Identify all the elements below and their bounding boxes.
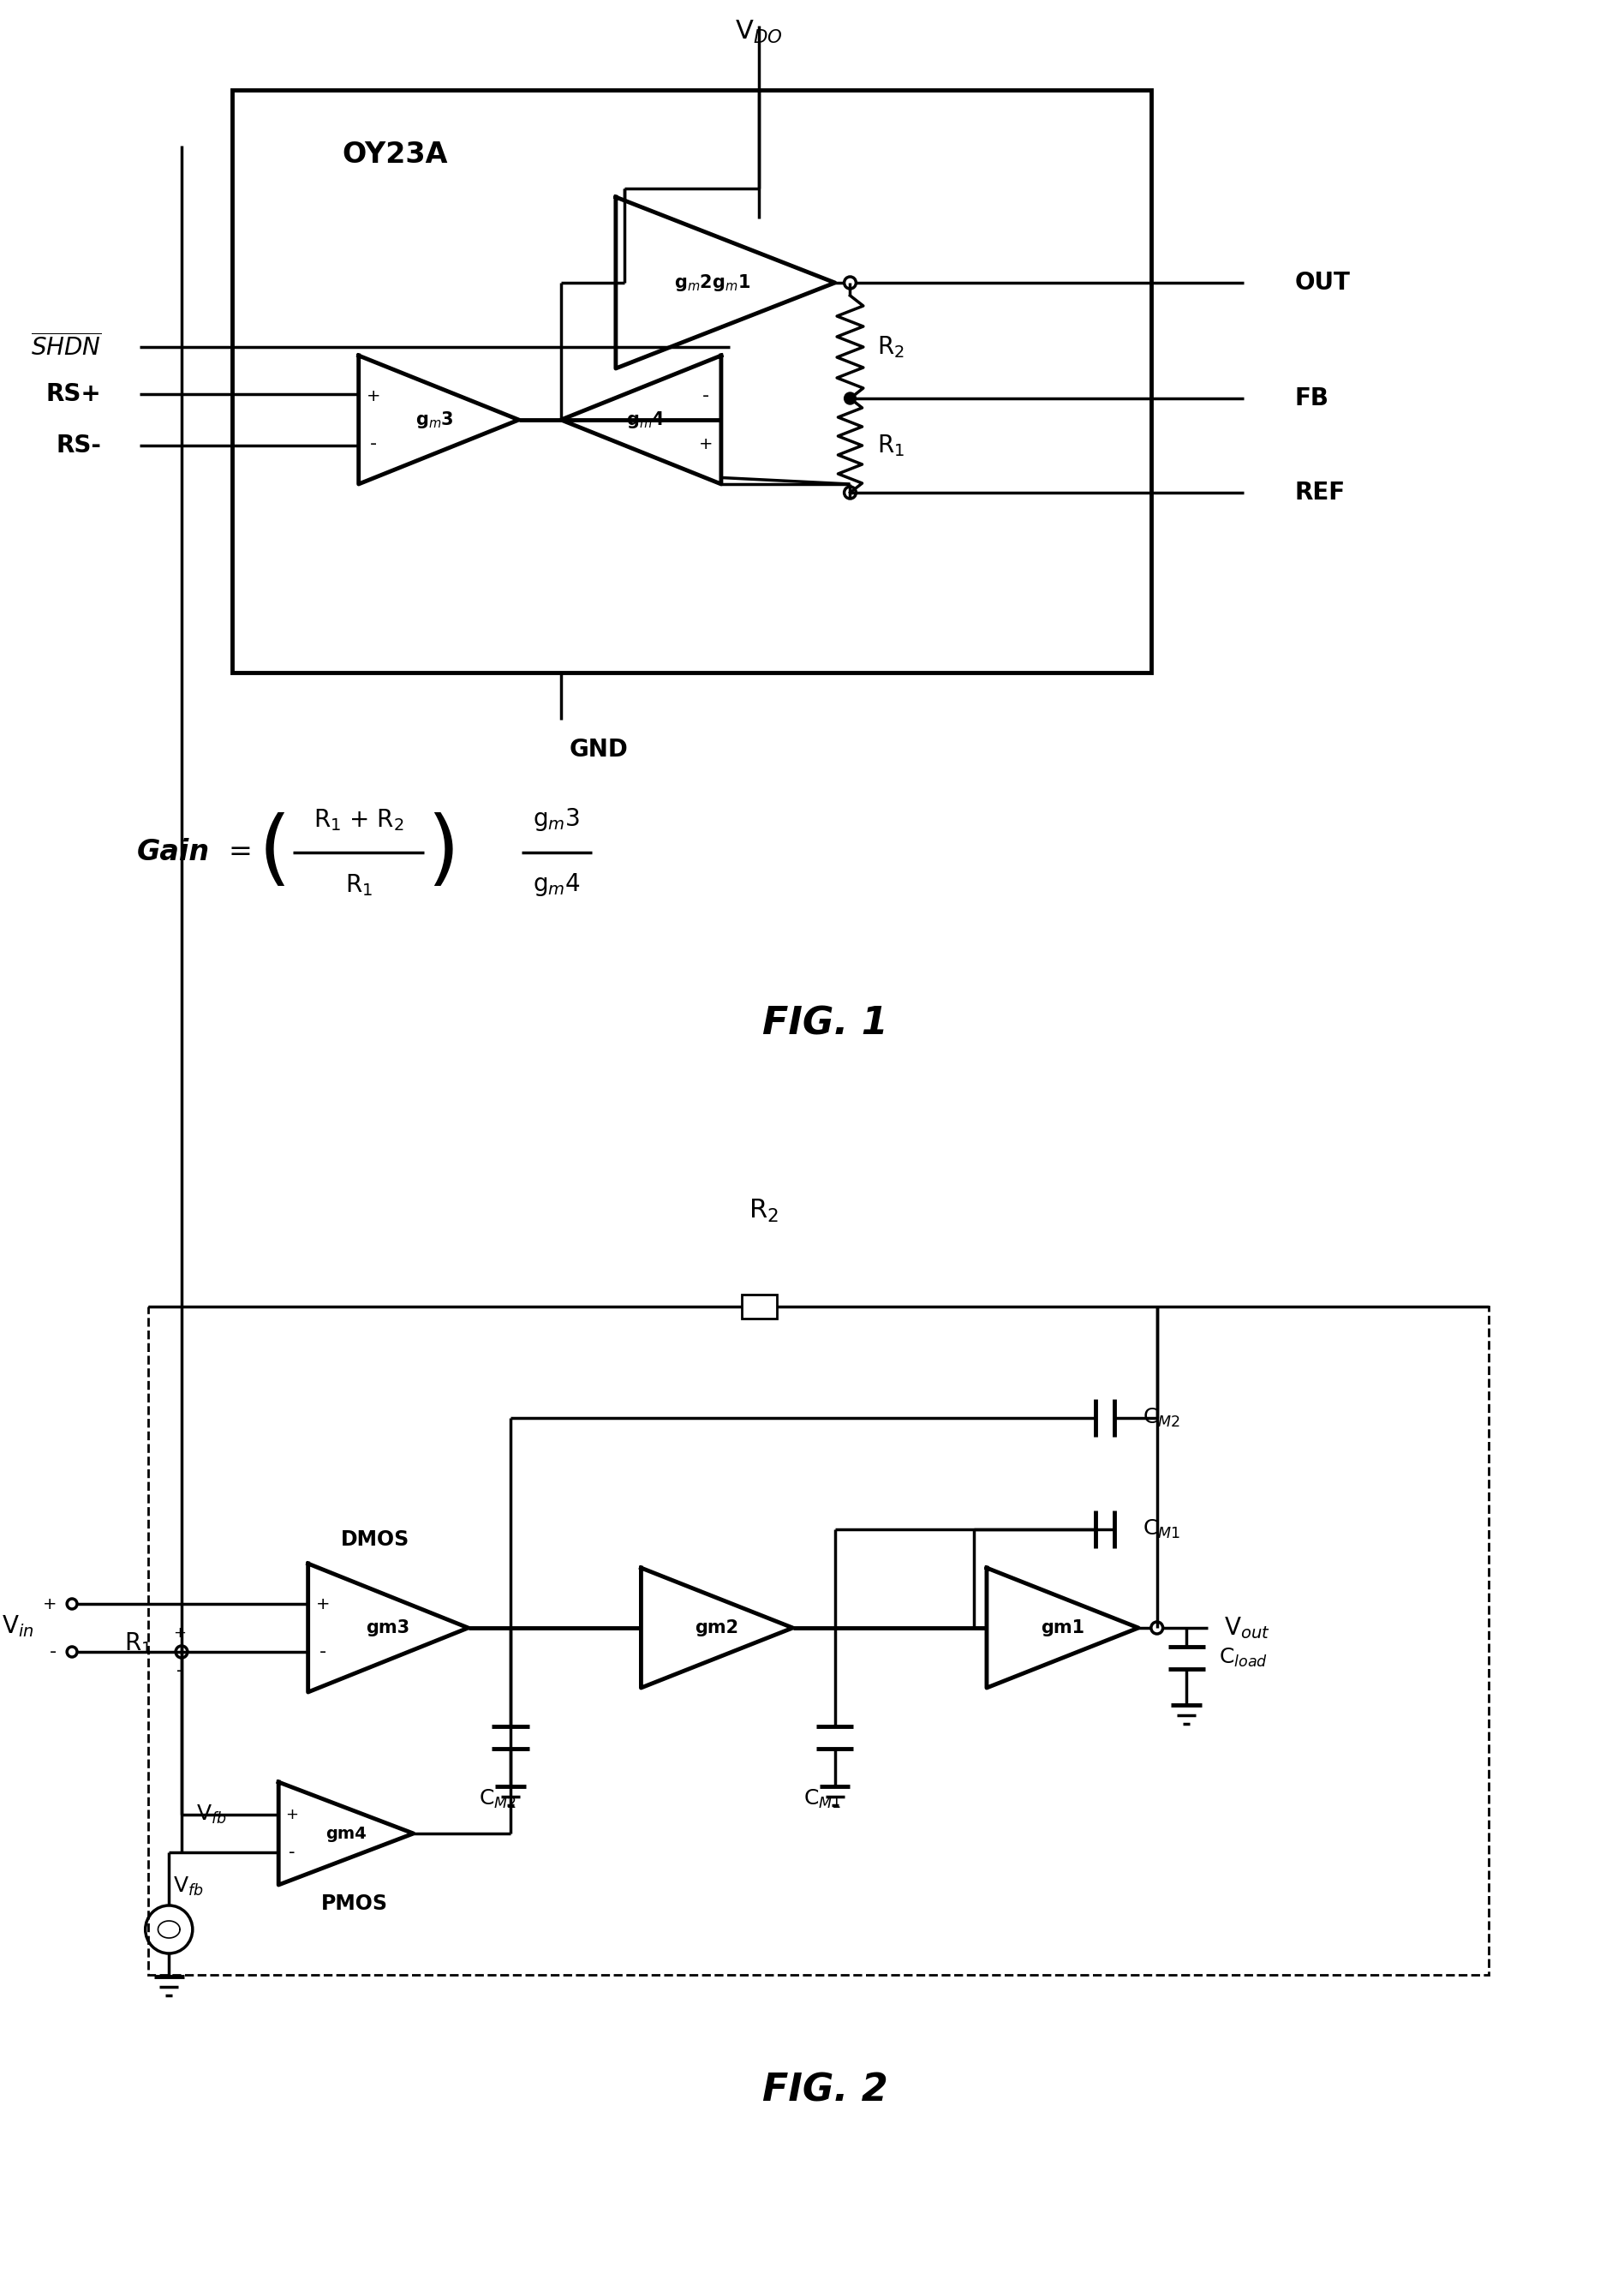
Text: -: - — [50, 1643, 57, 1659]
Text: g$_m$3: g$_m$3 — [533, 807, 580, 834]
Polygon shape — [641, 1568, 793, 1689]
Polygon shape — [309, 1564, 468, 1691]
Text: V$_{out}$: V$_{out}$ — [1224, 1616, 1270, 1641]
Text: REF: REF — [1294, 480, 1345, 505]
Text: Gain: Gain — [136, 839, 209, 866]
Text: V$_{fb}$: V$_{fb}$ — [174, 1875, 205, 1898]
Text: R$_2$: R$_2$ — [877, 334, 905, 359]
Polygon shape — [615, 198, 835, 368]
Text: +: + — [317, 1596, 330, 1612]
Text: RS+: RS+ — [45, 382, 102, 407]
Text: R$_2$: R$_2$ — [749, 1198, 778, 1223]
Bar — [742, 1296, 776, 1318]
Bar — [232, 91, 1151, 673]
Polygon shape — [987, 1568, 1138, 1689]
Text: PMOS: PMOS — [322, 1893, 388, 1914]
Text: -: - — [289, 1843, 296, 1862]
Text: C$_{M2}$: C$_{M2}$ — [479, 1789, 516, 1809]
Text: -: - — [370, 434, 377, 452]
Text: OY23A: OY23A — [341, 141, 448, 168]
Text: V$_{in}$: V$_{in}$ — [2, 1614, 34, 1639]
Text: V$_{fb}$: V$_{fb}$ — [197, 1802, 226, 1825]
Text: C$_{M2}$: C$_{M2}$ — [1143, 1407, 1181, 1430]
Text: RS-: RS- — [57, 434, 102, 457]
Text: R$_1$: R$_1$ — [877, 432, 905, 459]
Text: FB: FB — [1294, 386, 1328, 411]
Polygon shape — [560, 355, 721, 484]
Text: +: + — [286, 1807, 299, 1823]
Text: R$_1$: R$_1$ — [344, 873, 372, 898]
Text: -: - — [177, 1662, 184, 1680]
Text: ): ) — [427, 814, 460, 893]
Text: C$_{M1}$: C$_{M1}$ — [804, 1789, 841, 1809]
Text: OUT: OUT — [1294, 270, 1350, 295]
Text: g$_m$3: g$_m$3 — [416, 409, 453, 430]
Text: gm3: gm3 — [367, 1618, 409, 1637]
Text: C$_{M1}$: C$_{M1}$ — [1143, 1518, 1181, 1541]
Text: DMOS: DMOS — [341, 1530, 409, 1550]
Text: R$_1$: R$_1$ — [125, 1630, 153, 1657]
Text: gm1: gm1 — [1041, 1618, 1085, 1637]
Bar — [148, 1307, 1488, 1975]
Text: FIG. 1: FIG. 1 — [762, 1005, 888, 1043]
Text: -: - — [320, 1643, 326, 1659]
Text: =: = — [229, 839, 253, 866]
Text: C$_{load}$: C$_{load}$ — [1218, 1646, 1267, 1668]
Text: R$_1$ + R$_2$: R$_1$ + R$_2$ — [313, 807, 404, 832]
Text: FIG. 2: FIG. 2 — [762, 2073, 888, 2109]
Text: g$_m$4: g$_m$4 — [533, 873, 581, 898]
Text: $\overline{SHDN}$: $\overline{SHDN}$ — [31, 334, 102, 361]
Text: +: + — [367, 389, 382, 405]
Text: g$_m$2g$_m$1: g$_m$2g$_m$1 — [674, 273, 750, 293]
Polygon shape — [279, 1782, 414, 1884]
Text: gm4: gm4 — [325, 1825, 367, 1841]
Text: +: + — [698, 436, 713, 452]
Text: (: ( — [258, 814, 291, 893]
Text: +: + — [174, 1625, 187, 1641]
Text: +: + — [42, 1596, 57, 1612]
Circle shape — [844, 393, 856, 405]
Polygon shape — [359, 355, 518, 484]
Text: GND: GND — [570, 739, 628, 761]
Text: V$_{DO}$: V$_{DO}$ — [736, 18, 783, 45]
Text: g$_m$4: g$_m$4 — [625, 409, 664, 430]
Text: gm2: gm2 — [695, 1618, 739, 1637]
Text: -: - — [703, 386, 710, 405]
